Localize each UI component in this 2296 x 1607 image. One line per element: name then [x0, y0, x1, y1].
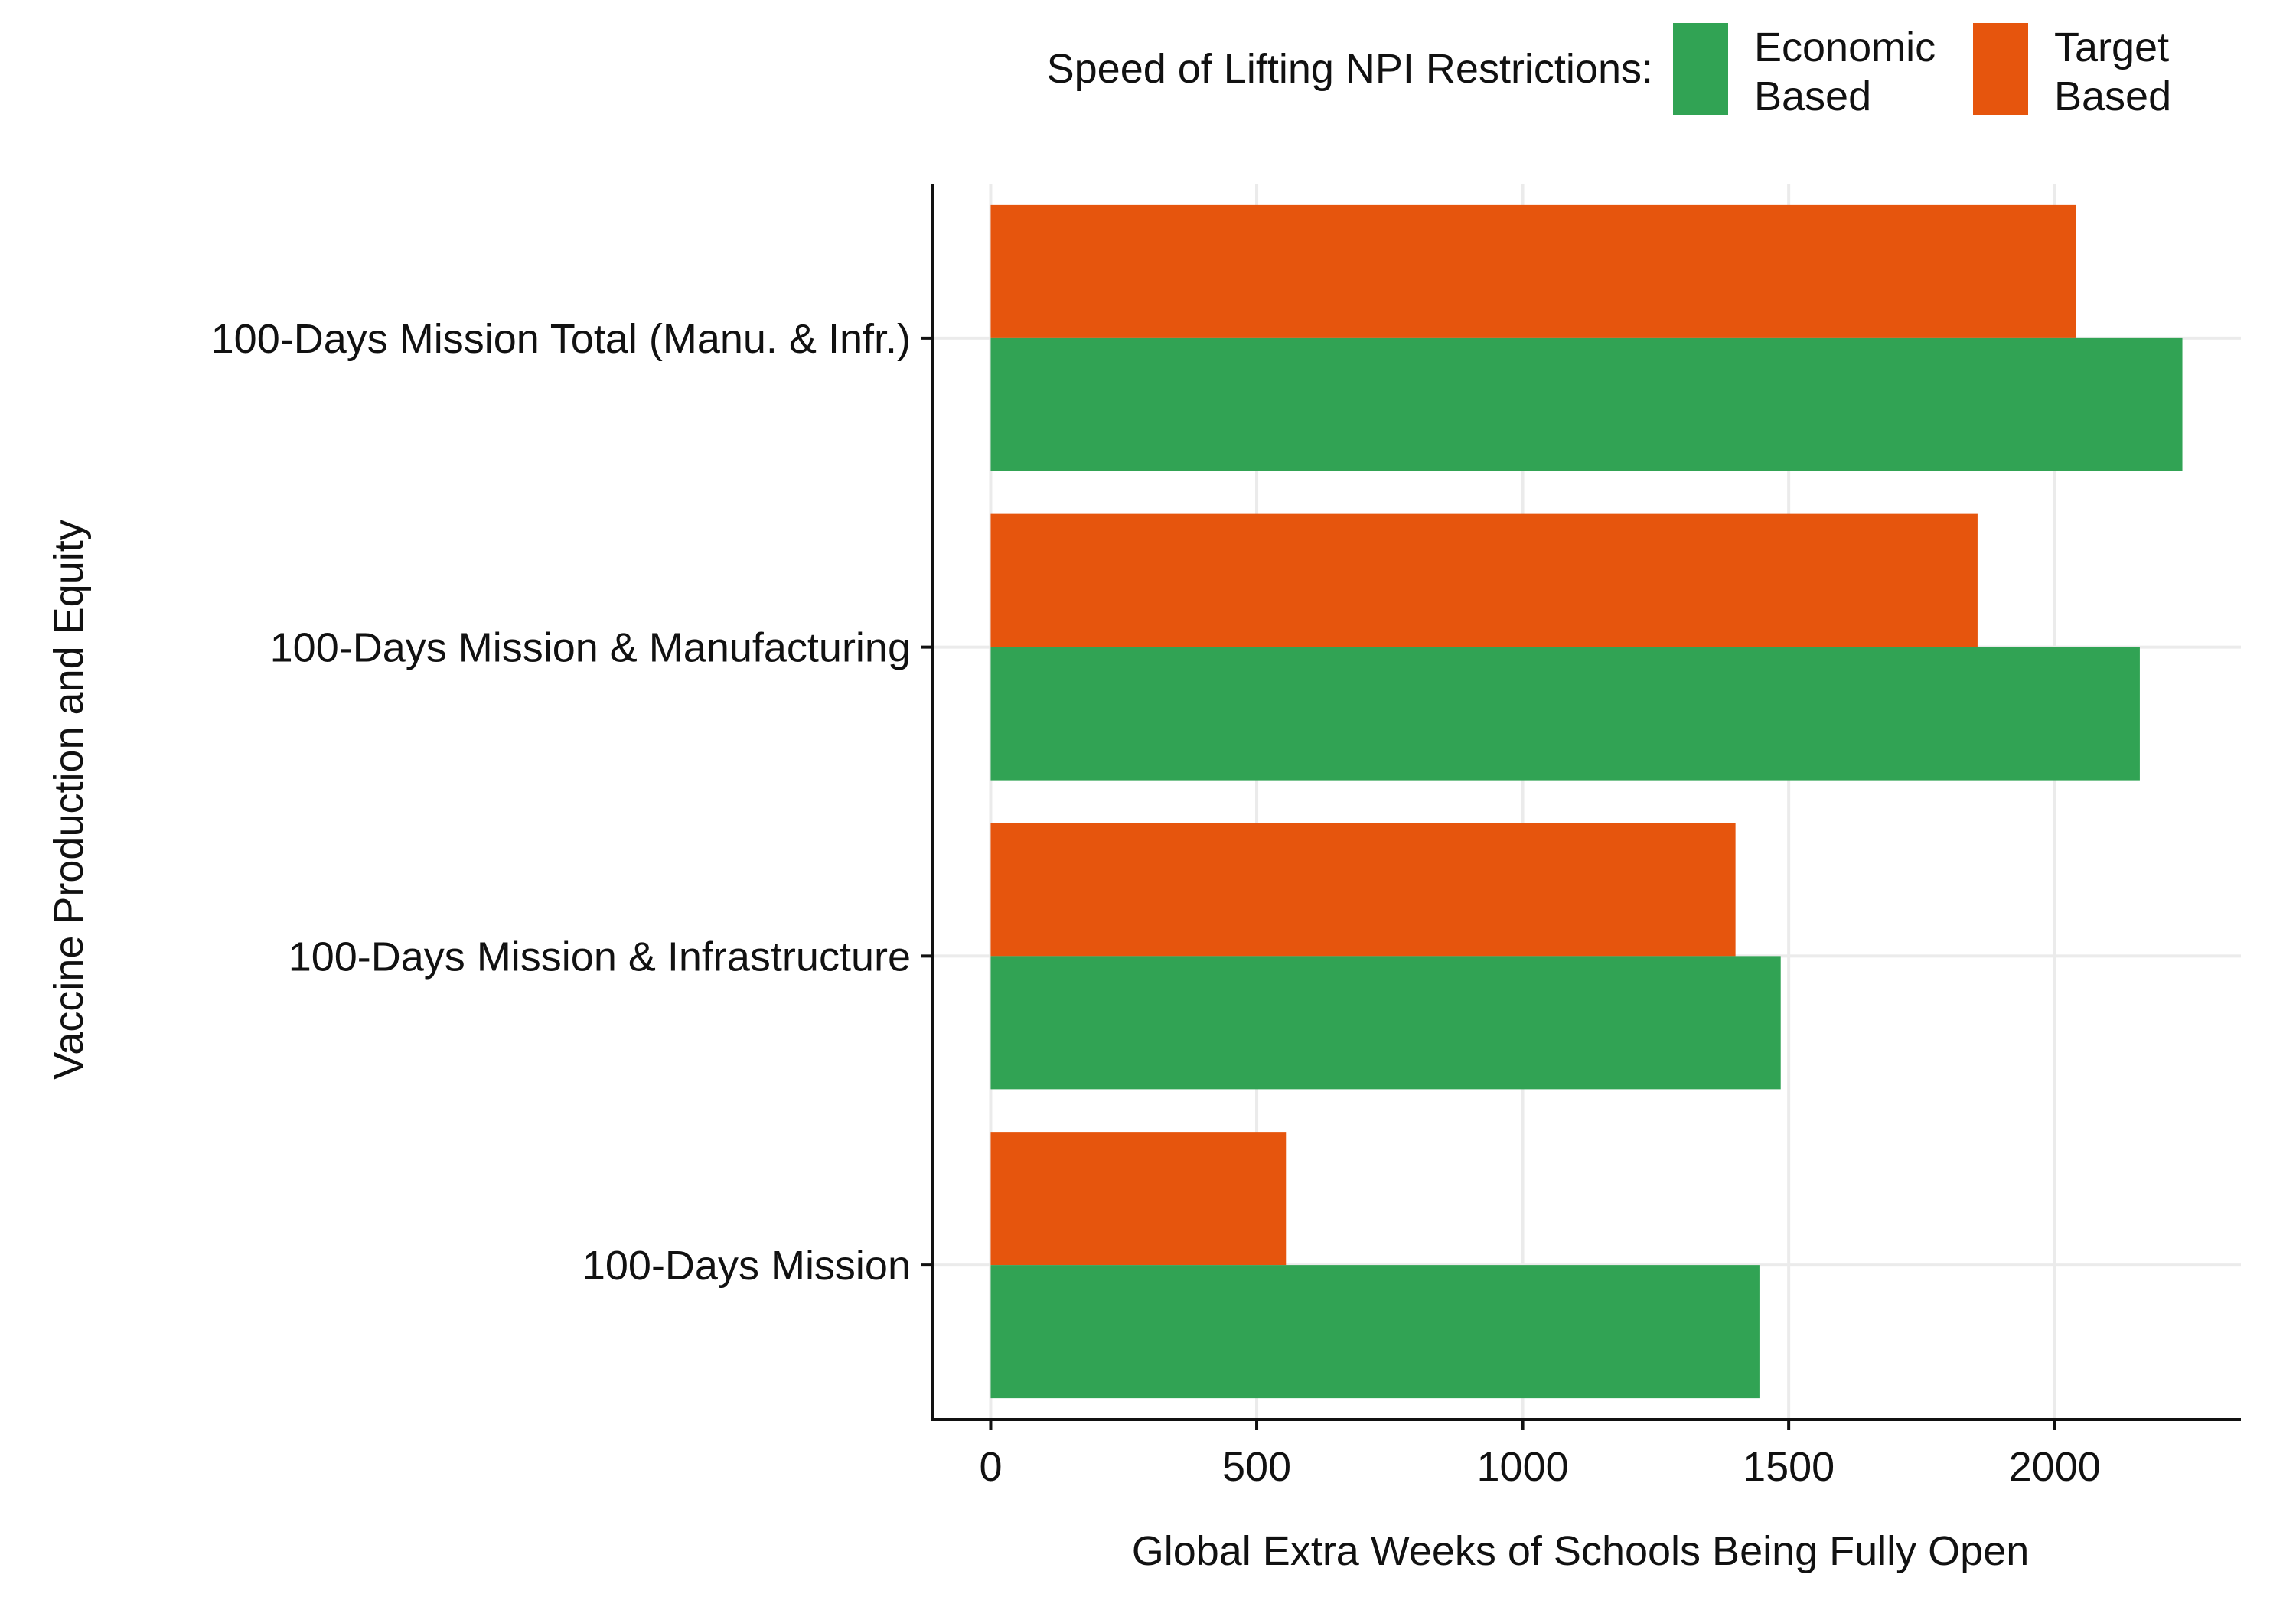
x-tick-label: 1500 — [1743, 1444, 1835, 1490]
bar-target-based — [990, 823, 1736, 957]
axes — [921, 184, 2241, 1430]
legend-label: Based — [1754, 73, 1871, 119]
y-tick-label: 100-Days Mission & Manufacturing — [270, 625, 911, 671]
x-tick-label: 2000 — [2009, 1444, 2101, 1490]
tick-labels: 100-Days Mission Total (Manu. & Infr.) 10… — [211, 316, 2101, 1490]
legend-key — [1973, 23, 2028, 115]
bar-economic-based — [990, 956, 1781, 1090]
x-tick-label: 1000 — [1477, 1444, 1569, 1490]
x-tick-label: 0 — [979, 1444, 1002, 1490]
bar-target-based — [990, 513, 1978, 647]
legend-key — [1673, 23, 1728, 115]
x-tick-label: 500 — [1222, 1444, 1291, 1490]
bar-economic-based — [990, 337, 2183, 471]
legend-label: Economic — [1754, 24, 1936, 70]
legend-title: Speed of Lifting NPI Restrictions: — [1047, 46, 1653, 92]
bar-target-based — [990, 204, 2076, 338]
y-tick-label: 100-Days Mission & Infrastructure — [289, 934, 911, 980]
bars — [990, 204, 2183, 1399]
y-tick-label: 100-Days Mission — [582, 1243, 911, 1289]
y-axis-label: Vaccine Production and Equity — [46, 520, 92, 1079]
x-axis-label: Global Extra Weeks of Schools Being Full… — [1132, 1528, 2030, 1574]
bar-target-based — [990, 1132, 1287, 1266]
bar-economic-based — [990, 1265, 1760, 1399]
legend: Speed of Lifting NPI Restrictions: Econo… — [1047, 23, 2171, 119]
legend-label: Target — [2054, 24, 2169, 70]
y-tick-label: 100-Days Mission Total (Manu. & Infr.) — [211, 316, 911, 362]
legend-label: Based — [2054, 73, 2171, 119]
bar-economic-based — [990, 647, 2140, 781]
